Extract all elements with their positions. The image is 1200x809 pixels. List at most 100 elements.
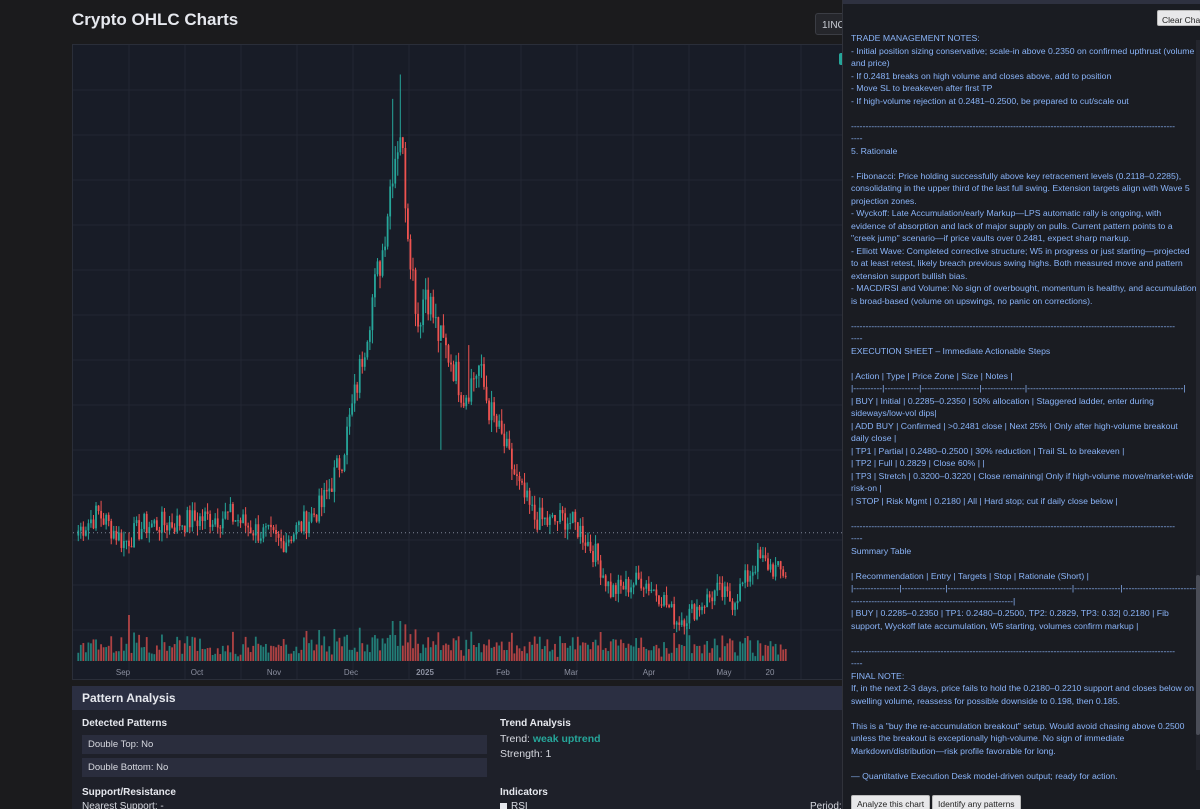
volume-bar xyxy=(285,644,288,661)
candle-body xyxy=(77,530,80,536)
candle-body xyxy=(209,513,212,527)
volume-bar xyxy=(683,646,686,661)
x-tick-label: May xyxy=(716,668,731,677)
detected-patterns-title: Detected Patterns xyxy=(82,718,168,729)
candle-body xyxy=(259,538,262,541)
note-line: ----------------------------------------… xyxy=(851,520,1176,531)
candle-body xyxy=(445,337,447,346)
candle-body xyxy=(736,600,739,604)
candle-body xyxy=(645,583,648,589)
volume-bar xyxy=(460,650,463,661)
candle-body xyxy=(716,582,719,591)
volume-bar xyxy=(670,652,673,661)
volume-bar xyxy=(239,654,242,661)
candle-body xyxy=(153,520,156,524)
volume-bar xyxy=(579,645,582,661)
volume-bar xyxy=(219,654,222,661)
note-line: - Elliott Wave: Completed corrective str… xyxy=(851,245,1193,281)
candle-body xyxy=(503,433,506,447)
volume-bar xyxy=(323,636,326,661)
volume-bar xyxy=(675,647,678,661)
candle-body xyxy=(244,514,247,526)
candle-body xyxy=(632,584,635,588)
volume-bar xyxy=(450,650,452,661)
candle-body xyxy=(315,514,318,522)
volume-bar xyxy=(79,644,82,661)
ohlc-chart[interactable]: Sep Oct Nov Dec 2025 Feb Mar Apr May 20 xyxy=(72,44,844,680)
volume-bar xyxy=(442,645,445,661)
volume-bar xyxy=(660,656,663,661)
volume-bar xyxy=(729,638,731,661)
candle-body xyxy=(348,414,351,427)
candle-body xyxy=(130,546,133,548)
candle-body xyxy=(673,604,676,625)
note-line: FINAL NOTE: xyxy=(851,670,905,681)
candle-body xyxy=(744,570,747,583)
candle-body xyxy=(647,583,650,592)
note-line: - Wyckoff: Late Accumulation/early Marku… xyxy=(851,208,1176,243)
volume-bar xyxy=(488,639,490,661)
volume-bar xyxy=(739,641,741,661)
volume-bar xyxy=(769,641,772,661)
note-line: - MACD/RSI and Volume: No sign of overbo… xyxy=(851,283,1197,306)
volume-bar xyxy=(645,648,648,661)
candle-body xyxy=(741,582,744,584)
note-line: Summary Table xyxy=(851,545,912,556)
candle-body xyxy=(173,527,176,532)
analyze-chart-button[interactable]: Analyze this chart xyxy=(851,795,931,809)
note-line: | BUY | Initial | 0.2285–0.2350 | 50% al… xyxy=(851,395,1157,419)
candle-body xyxy=(447,345,450,363)
volume-bar xyxy=(698,645,701,661)
x-tick-label: Nov xyxy=(267,668,281,677)
candle-body xyxy=(401,137,404,148)
note-line: | Recommendation | Entry | Targets | Sto… xyxy=(851,570,1089,581)
volume-bar xyxy=(462,655,465,661)
candle-body xyxy=(703,606,706,608)
volume-bar xyxy=(696,645,698,661)
candle-body xyxy=(731,601,734,610)
candle-body xyxy=(777,561,780,566)
candle-body xyxy=(774,565,777,577)
candle-body xyxy=(115,530,118,541)
candle-body xyxy=(462,402,465,407)
candle-body xyxy=(546,517,549,525)
volume-bar xyxy=(214,653,217,661)
candle-body xyxy=(767,558,769,570)
candle-body xyxy=(485,386,488,401)
candle-body xyxy=(516,474,518,477)
candle-body xyxy=(90,519,92,524)
candle-body xyxy=(784,575,787,577)
scrollbar-thumb[interactable] xyxy=(1196,575,1200,735)
x-tick-label: Oct xyxy=(191,668,204,677)
candle-body xyxy=(303,511,305,532)
rsi-toggle[interactable]: RSI xyxy=(500,801,528,809)
volume-bar xyxy=(343,636,346,661)
candle-body xyxy=(505,438,508,447)
candle-body xyxy=(500,420,503,434)
volume-bar xyxy=(541,649,544,661)
candle-body xyxy=(366,341,369,358)
candle-body xyxy=(384,246,386,251)
scrollbar-track[interactable] xyxy=(1196,40,1200,770)
candle-body xyxy=(92,519,95,529)
candle-body xyxy=(371,297,374,331)
checkbox-icon[interactable] xyxy=(500,802,507,809)
identify-patterns-button[interactable]: Identify any patterns xyxy=(932,795,1021,809)
volume-bar xyxy=(774,643,777,661)
note-line: | TP2 | Full | 0.2829 | Close 60% | | xyxy=(851,458,985,468)
candle-body xyxy=(663,594,665,606)
volume-bar xyxy=(303,637,305,661)
volume-bar xyxy=(531,644,534,661)
candle-body xyxy=(300,521,303,532)
clear-chat-button[interactable]: Clear Chat xyxy=(1157,10,1200,26)
candle-body xyxy=(328,488,331,492)
blank-line xyxy=(851,307,1197,320)
volume-bar xyxy=(161,634,163,661)
volume-bar xyxy=(315,644,318,661)
volume-bar xyxy=(351,649,354,661)
volume-bar xyxy=(356,651,359,661)
candle-body xyxy=(117,532,120,541)
note-line: | BUY | 0.2285–0.2350 | TP1: 0.2480–0.25… xyxy=(851,608,1172,631)
volume-bar xyxy=(574,649,577,661)
volume-bar xyxy=(536,643,539,661)
